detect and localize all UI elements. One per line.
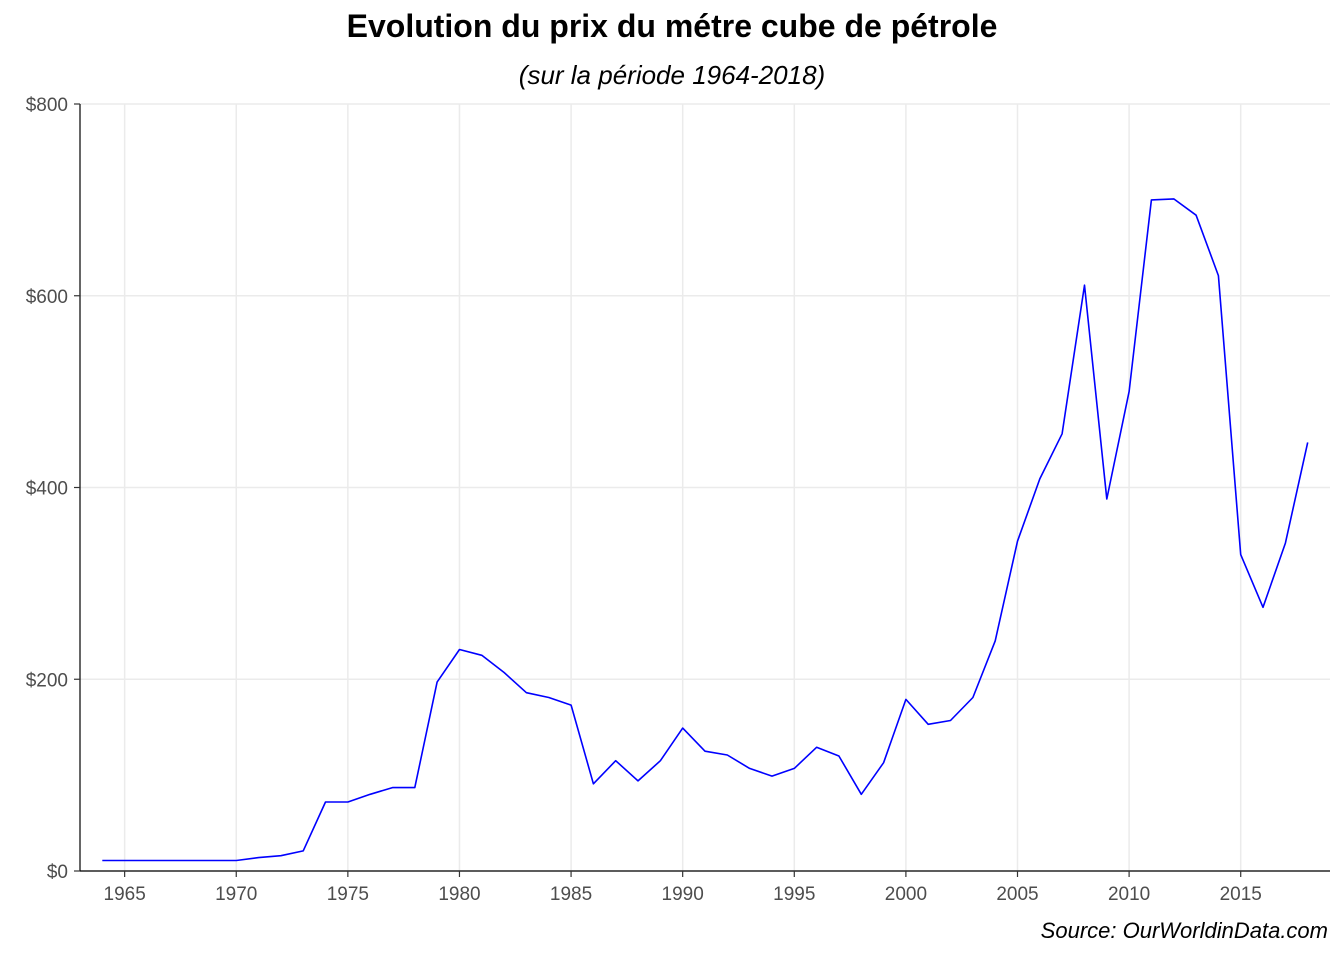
- x-tick-label: 1965: [104, 884, 146, 905]
- x-tick-label: 2015: [1220, 884, 1262, 905]
- y-axis-ticks: $0 $200 $400 $600 $800: [26, 95, 80, 883]
- chart-title: Evolution du prix du métre cube de pétro…: [346, 8, 998, 44]
- y-tick-label: $800: [26, 95, 68, 116]
- x-tick-label: 1980: [438, 884, 480, 905]
- x-tick-label: 1995: [773, 884, 815, 905]
- chart-subtitle: (sur la période 1964-2018): [518, 60, 826, 90]
- x-tick-label: 1975: [327, 884, 369, 905]
- price-line: [102, 198, 1309, 862]
- x-tick-label: 1990: [662, 884, 704, 905]
- x-axis-ticks: 1965 1970 1975 1980 1985 1990 1995 2000 2005 2010…: [104, 871, 1262, 905]
- y-tick-label: $200: [26, 670, 68, 691]
- chart-caption: Source: OurWorldinData.com: [1040, 918, 1328, 943]
- y-tick-label: $0: [47, 862, 68, 883]
- x-tick-label: 2005: [996, 884, 1038, 905]
- x-tick-label: 2010: [1108, 884, 1150, 905]
- y-tick-label: $400: [26, 479, 68, 500]
- y-tick-label: $600: [26, 287, 68, 308]
- x-tick-label: 1970: [215, 884, 257, 905]
- x-tick-label: 1985: [550, 884, 592, 905]
- horizontal-gridlines: [80, 103, 1330, 872]
- x-tick-label: 2000: [885, 884, 927, 905]
